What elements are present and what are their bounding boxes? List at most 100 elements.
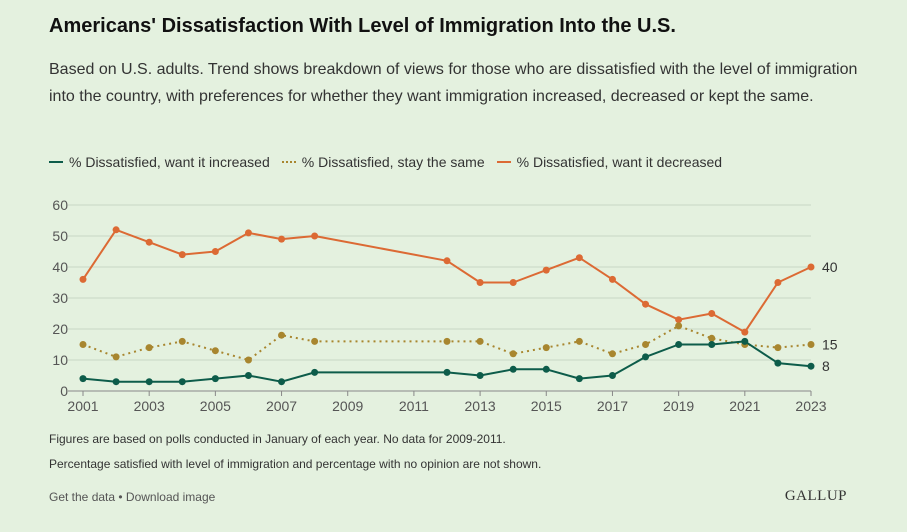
data-point-decreased xyxy=(112,226,120,234)
data-point-decreased xyxy=(608,275,616,283)
x-tick-label: 2019 xyxy=(663,398,694,414)
data-point-same xyxy=(509,350,517,358)
y-tick-label: 20 xyxy=(52,321,68,337)
data-point-decreased xyxy=(211,248,219,255)
data-point-same xyxy=(675,322,683,330)
legend-item-same: % Dissatisfied, stay the same xyxy=(281,154,485,170)
get-data-link[interactable]: Get the data xyxy=(49,490,116,504)
footer-separator: • xyxy=(115,490,126,504)
end-label-decreased: 40 xyxy=(822,259,838,275)
data-point-same xyxy=(145,344,153,352)
data-point-decreased xyxy=(575,254,583,262)
data-point-increased xyxy=(278,378,286,386)
end-label-increased: 8 xyxy=(822,358,830,374)
data-point-same xyxy=(575,337,583,345)
data-point-same xyxy=(211,347,219,355)
legend-swatch-decreased xyxy=(496,161,511,163)
data-point-decreased xyxy=(642,300,650,308)
footer-links: Get the data • Download image xyxy=(49,490,215,504)
data-point-increased xyxy=(211,375,219,383)
data-point-decreased xyxy=(145,238,153,246)
legend-item-increased: % Dissatisfied, want it increased xyxy=(49,154,270,170)
data-point-decreased xyxy=(278,235,286,243)
grid xyxy=(68,204,811,392)
legend-swatch-increased xyxy=(49,161,63,163)
data-point-increased xyxy=(145,378,153,386)
legend-swatch-same xyxy=(281,161,296,163)
x-tick-label: 2001 xyxy=(67,398,98,414)
data-point-same xyxy=(79,341,87,348)
data-point-same xyxy=(112,353,120,361)
data-point-increased xyxy=(675,341,683,348)
data-point-increased xyxy=(741,337,749,345)
x-tick-label: 2017 xyxy=(597,398,628,414)
data-point-decreased xyxy=(542,266,550,274)
legend: % Dissatisfied, want it increased % Diss… xyxy=(49,154,722,170)
data-point-increased xyxy=(807,362,815,370)
legend-label-same: % Dissatisfied, stay the same xyxy=(301,154,485,170)
data-point-increased xyxy=(542,365,550,373)
data-point-same xyxy=(708,334,716,342)
download-image-link[interactable]: Download image xyxy=(125,490,216,504)
data-point-decreased xyxy=(178,251,186,259)
y-tick-label: 60 xyxy=(52,197,68,213)
data-point-decreased xyxy=(443,257,451,265)
x-tick-label: 2009 xyxy=(332,398,363,414)
x-tick-label: 2005 xyxy=(200,398,231,414)
data-point-increased xyxy=(774,359,782,367)
data-point-same xyxy=(278,331,286,339)
data-point-increased xyxy=(244,372,252,379)
data-point-increased xyxy=(79,375,87,383)
data-point-decreased xyxy=(708,310,716,317)
x-tick-label: 2021 xyxy=(729,398,760,414)
data-point-decreased xyxy=(79,275,87,283)
end-label-same: 15 xyxy=(822,337,838,353)
data-point-same xyxy=(774,344,782,352)
legend-label-increased: % Dissatisfied, want it increased xyxy=(69,154,270,170)
data-point-increased xyxy=(178,378,186,386)
data-point-same xyxy=(244,356,252,364)
legend-label-decreased: % Dissatisfied, want it decreased xyxy=(516,154,723,170)
data-point-increased xyxy=(608,372,616,379)
data-point-increased xyxy=(708,341,716,348)
x-tick-label: 2015 xyxy=(531,398,562,414)
chart-subtitle: Based on U.S. adults. Trend shows breakd… xyxy=(49,61,858,105)
data-point-increased xyxy=(112,378,120,386)
data-point-same xyxy=(807,341,815,348)
data-point-decreased xyxy=(741,328,749,336)
data-point-increased xyxy=(642,353,650,361)
y-tick-label: 40 xyxy=(52,259,68,275)
end-labels: 40 15 8 xyxy=(822,259,838,374)
gallup-logo: GALLUP xyxy=(784,488,847,504)
chart-title: Americans' Dissatisfaction With Level of… xyxy=(49,15,676,37)
data-point-increased xyxy=(509,365,517,373)
note-not-shown: Percentage satisfied with level of immig… xyxy=(49,457,542,471)
series-line-increased xyxy=(82,340,812,383)
data-point-same xyxy=(608,350,616,358)
legend-item-decreased: % Dissatisfied, want it decreased xyxy=(496,154,723,170)
data-point-decreased xyxy=(244,229,252,237)
x-tick-label: 2013 xyxy=(465,398,496,414)
data-point-decreased xyxy=(774,279,782,286)
y-tick-label: 30 xyxy=(52,290,68,306)
y-axis-ticks: 0 10 20 30 40 50 60 xyxy=(52,197,68,399)
data-point-decreased xyxy=(675,316,683,324)
data-point-decreased xyxy=(311,232,319,240)
data-point-same xyxy=(642,341,650,348)
x-tick-label: 2023 xyxy=(795,398,826,414)
series-line-decreased xyxy=(82,228,812,334)
x-tick-label: 2007 xyxy=(266,398,297,414)
y-tick-label: 10 xyxy=(52,352,68,368)
x-axis-ticks: 2001 2003 2005 2007 2009 2011 2013 2015 2017 2019… xyxy=(67,391,827,414)
series xyxy=(79,226,815,386)
data-point-increased xyxy=(476,372,484,379)
data-point-same xyxy=(311,337,319,345)
data-point-same xyxy=(542,344,550,352)
data-point-same xyxy=(476,337,484,345)
series-line-same xyxy=(82,324,812,361)
y-tick-label: 50 xyxy=(52,228,68,244)
data-point-increased xyxy=(575,375,583,383)
data-point-decreased xyxy=(476,279,484,286)
x-tick-label: 2011 xyxy=(399,398,429,414)
